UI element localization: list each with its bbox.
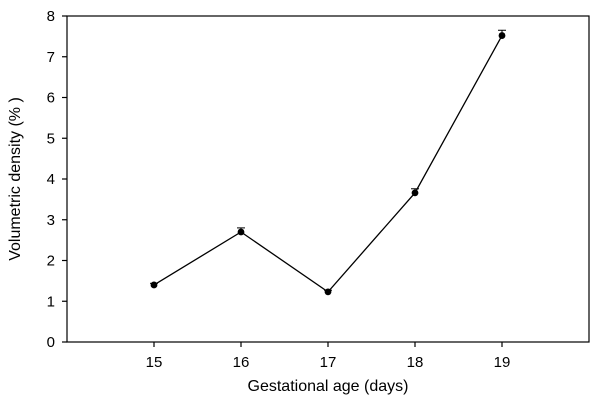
data-point — [411, 189, 419, 197]
data-point — [498, 32, 506, 39]
series-line — [153, 35, 503, 293]
x-axis-title: Gestational age (days) — [248, 378, 409, 395]
y-tick-label: 6 — [47, 90, 55, 107]
y-tick-label: 2 — [47, 253, 55, 270]
data-point — [237, 228, 245, 236]
y-tick-label: 7 — [47, 49, 55, 66]
x-tick-label: 15 — [146, 354, 163, 371]
x-tick-label: 18 — [407, 354, 424, 371]
data-point — [324, 288, 332, 296]
y-tick-label: 1 — [47, 293, 55, 310]
y-axis: 0 1 2 3 4 5 6 7 8 — [47, 8, 67, 351]
y-tick-label: 3 — [47, 212, 55, 229]
y-axis-title: Volumetric density (% ) — [7, 97, 24, 261]
y-tick-label: 5 — [47, 130, 55, 147]
x-tick-label: 19 — [494, 354, 511, 371]
y-tick-label: 0 — [47, 334, 55, 351]
data-point — [150, 281, 158, 289]
x-tick-label: 16 — [233, 354, 250, 371]
x-axis: 15 16 17 18 19 — [146, 342, 511, 371]
y-tick-label: 4 — [47, 171, 55, 188]
y-tick-label: 8 — [47, 8, 55, 25]
x-tick-label: 17 — [320, 354, 337, 371]
data-series — [150, 29, 506, 296]
